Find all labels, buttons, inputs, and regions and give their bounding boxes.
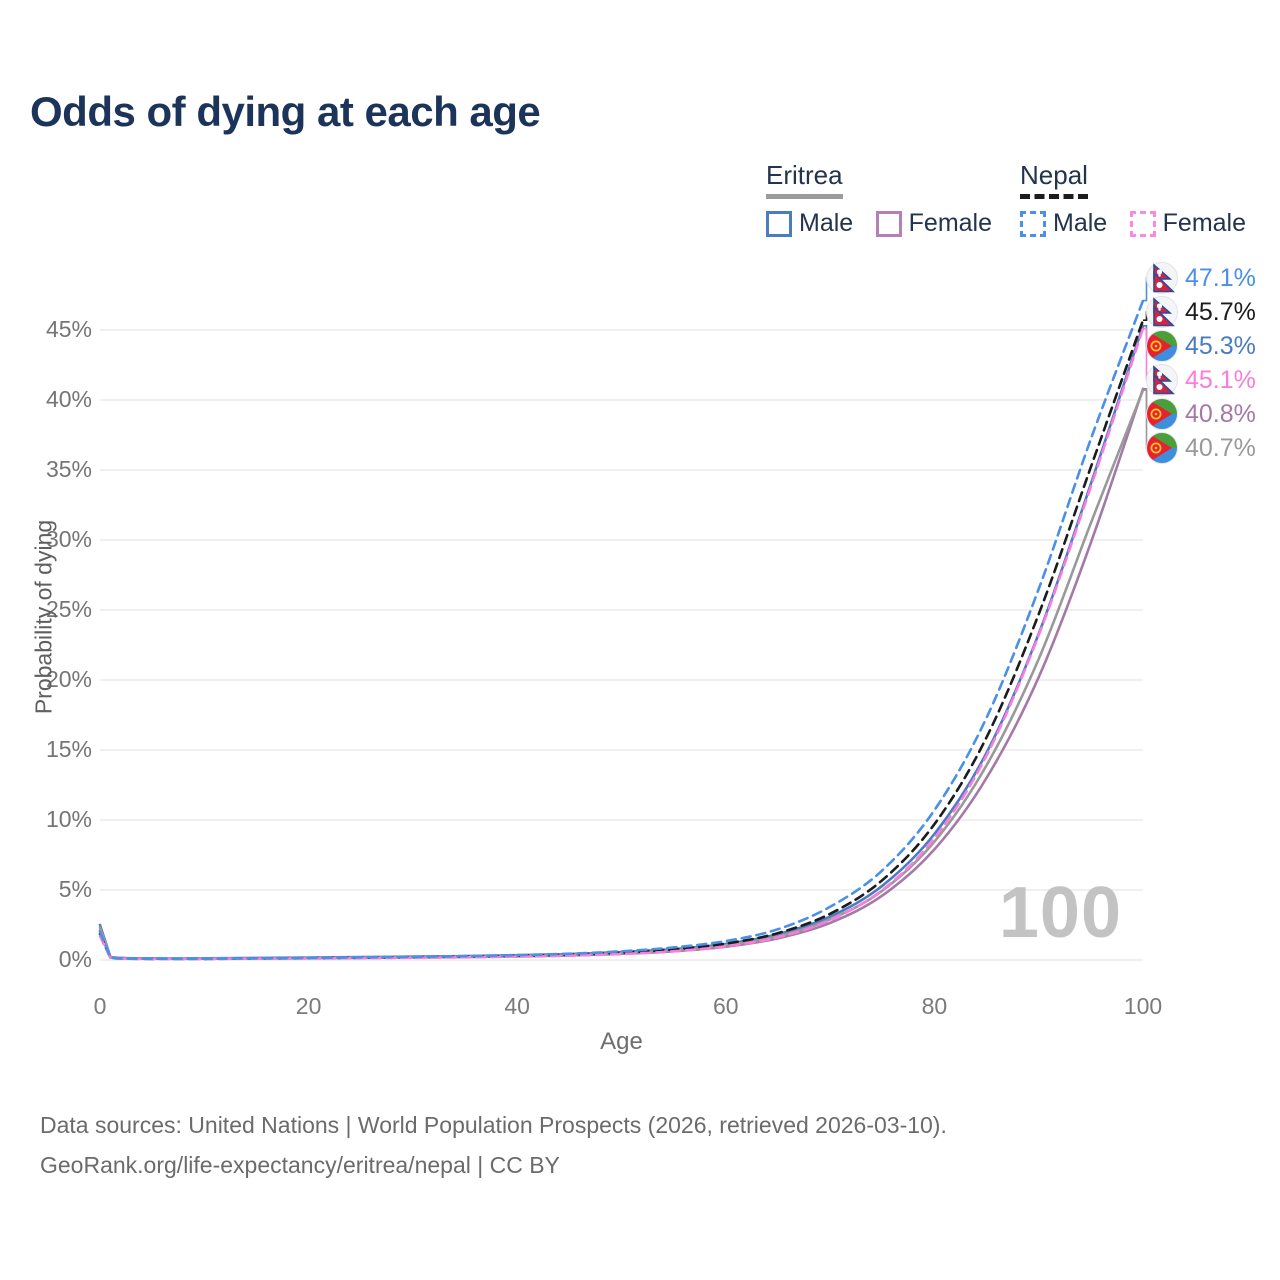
end-label-eritrea-female: 40.8% bbox=[1146, 398, 1256, 430]
eritrea-flag-icon bbox=[1146, 330, 1178, 362]
y-tick-label: 10% bbox=[45, 806, 92, 832]
gridlines bbox=[100, 329, 1143, 961]
end-label-nepal: 45.7% bbox=[1146, 296, 1256, 328]
series-line-nepal bbox=[98, 318, 1145, 961]
end-label-value: 45.1% bbox=[1185, 365, 1256, 394]
legend-nepal-male[interactable]: Male bbox=[1020, 209, 1107, 238]
y-tick-label: 40% bbox=[45, 386, 92, 412]
end-label-value: 40.7% bbox=[1185, 433, 1256, 462]
legend-eritrea-male-label: Male bbox=[799, 209, 854, 237]
y-tick-label: 20% bbox=[45, 666, 92, 692]
legend-group-nepal: Nepal Male Female bbox=[1020, 160, 1264, 242]
nepal-male-swatch-icon bbox=[1020, 210, 1046, 237]
end-label-nepal-male: 47.1% bbox=[1146, 262, 1256, 294]
nepal-flag-icon bbox=[1146, 364, 1178, 396]
x-tick-label: 80 bbox=[921, 993, 948, 1019]
nepal-flag-icon bbox=[1146, 296, 1178, 328]
legend-nepal-female[interactable]: Female bbox=[1129, 209, 1247, 238]
series-curves bbox=[98, 299, 1145, 961]
y-tick-label: 35% bbox=[45, 456, 92, 482]
nepal-female-swatch-icon bbox=[1129, 210, 1156, 237]
end-label-eritrea-male: 45.3% bbox=[1146, 330, 1256, 362]
y-tick-label: 30% bbox=[45, 526, 92, 552]
footer: Data sources: United Nations | World Pop… bbox=[40, 1105, 947, 1185]
end-label-value: 45.7% bbox=[1185, 297, 1256, 326]
legend-nepal-male-label: Male bbox=[1053, 209, 1108, 237]
legend-group-eritrea: Eritrea Male Female bbox=[766, 160, 1010, 242]
series-line-nepal-male bbox=[98, 299, 1145, 961]
end-label-value: 47.1% bbox=[1185, 263, 1256, 292]
x-tick-label: 0 bbox=[93, 993, 107, 1019]
end-label-eritrea: 40.7% bbox=[1146, 432, 1256, 464]
y-tick-label: 45% bbox=[45, 316, 92, 342]
page-title: Odds of dying at each age bbox=[30, 88, 541, 135]
y-tick-label: 0% bbox=[58, 946, 92, 972]
eritrea-flag-icon bbox=[1146, 398, 1178, 430]
nepal-flag-icon bbox=[1146, 262, 1178, 294]
legend-eritrea-title[interactable]: Eritrea bbox=[766, 160, 843, 199]
series-line-eritrea-male bbox=[98, 324, 1145, 960]
x-axis-title: Age bbox=[600, 1028, 643, 1055]
legend-eritrea-female-label: Female bbox=[908, 209, 993, 237]
series-line-nepal-female bbox=[98, 327, 1145, 961]
eritrea-male-swatch-icon bbox=[766, 210, 792, 237]
eritrea-female-swatch-icon bbox=[875, 210, 902, 237]
series-line-eritrea-female bbox=[98, 387, 1145, 961]
eritrea-flag-icon bbox=[1146, 432, 1178, 464]
y-tick-label: 25% bbox=[45, 596, 92, 622]
x-tick-label: 100 bbox=[1123, 993, 1163, 1019]
end-label-nepal-female: 45.1% bbox=[1146, 364, 1256, 396]
footer-attribution: GeoRank.org/life-expectancy/eritrea/nepa… bbox=[40, 1152, 560, 1178]
y-axis-title: Probability of dying bbox=[30, 519, 57, 715]
x-tick-label: 40 bbox=[504, 993, 530, 1019]
age-watermark: 100 bbox=[998, 873, 1122, 953]
y-tick-label: 5% bbox=[58, 876, 92, 902]
x-tick-label: 20 bbox=[295, 993, 322, 1019]
y-tick-label: 15% bbox=[45, 736, 92, 762]
end-label-value: 45.3% bbox=[1185, 331, 1256, 360]
footer-sources: Data sources: United Nations | World Pop… bbox=[40, 1112, 947, 1138]
series-line-eritrea bbox=[98, 388, 1145, 960]
end-label-value: 40.8% bbox=[1185, 399, 1256, 428]
x-tick-label: 60 bbox=[713, 993, 739, 1019]
legend-nepal-female-label: Female bbox=[1162, 209, 1247, 237]
legend-eritrea-male[interactable]: Male bbox=[766, 209, 853, 238]
legend-nepal-title[interactable]: Nepal bbox=[1020, 160, 1088, 199]
legend-eritrea-female[interactable]: Female bbox=[875, 209, 993, 238]
